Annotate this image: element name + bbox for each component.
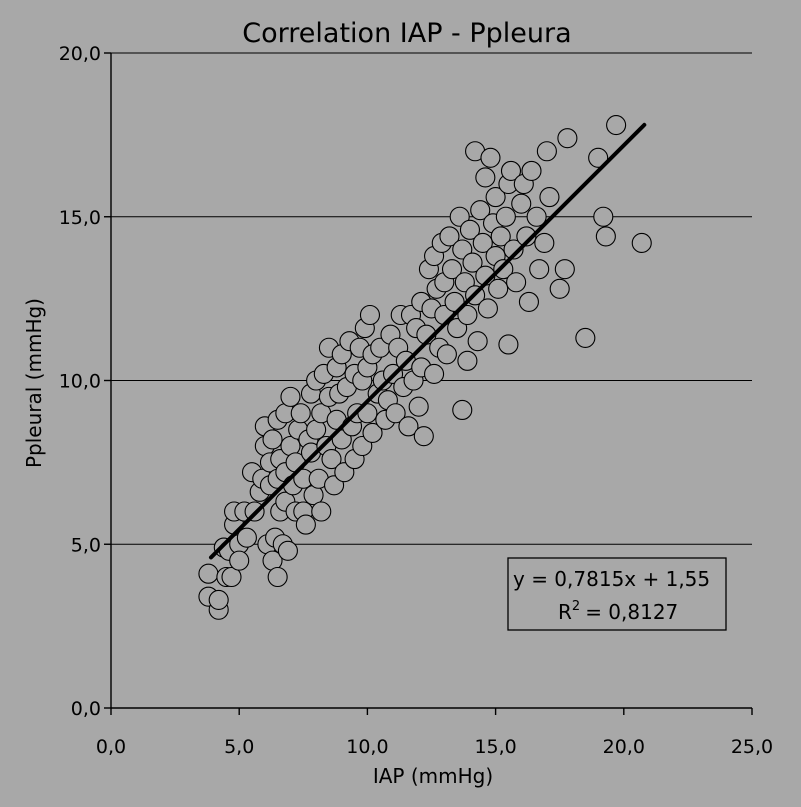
data-point — [495, 206, 516, 227]
data-point — [595, 226, 616, 247]
data-point — [480, 147, 501, 168]
r-squared-value: = 0,8127 — [585, 600, 678, 624]
data-point — [511, 193, 532, 214]
x-tick-label: 20,0 — [603, 736, 645, 758]
r-squared-text: R2 = 0,8127 — [558, 599, 678, 624]
data-point — [534, 232, 555, 253]
trendline — [208, 122, 647, 560]
data-point — [549, 278, 570, 299]
data-point — [485, 187, 506, 208]
data-point — [295, 514, 316, 535]
data-point — [521, 160, 542, 181]
data-point — [498, 334, 519, 355]
data-point — [529, 259, 550, 280]
data-point — [321, 449, 342, 470]
data-point — [467, 331, 488, 352]
gridlines — [111, 52, 752, 545]
data-point — [452, 399, 473, 421]
data-point — [362, 422, 383, 443]
data-point — [290, 403, 311, 424]
axes — [104, 52, 753, 715]
data-point — [398, 416, 419, 437]
data-point — [506, 272, 527, 293]
data-point — [554, 259, 575, 280]
data-point — [198, 563, 219, 584]
data-point — [536, 141, 557, 162]
x-tick-label: 15,0 — [474, 736, 516, 758]
data-point — [557, 128, 578, 149]
data-point — [500, 160, 522, 181]
data-point — [208, 589, 229, 610]
x-tick-label: 10,0 — [346, 736, 388, 758]
data-point — [277, 540, 298, 561]
data-point — [493, 259, 514, 280]
data-point — [444, 291, 465, 312]
x-axis-label: IAP (mmHg) — [373, 764, 493, 788]
x-tick-label: 0,0 — [96, 736, 126, 758]
data-point — [631, 232, 652, 253]
data-point — [262, 429, 283, 450]
y-tick-label: 5,0 — [71, 534, 101, 556]
data-point — [408, 396, 429, 417]
y-tick-label: 20,0 — [59, 43, 101, 65]
y-tick-label: 10,0 — [59, 371, 101, 393]
data-point — [593, 206, 614, 227]
data-point — [457, 350, 478, 371]
data-point — [472, 232, 493, 253]
data-point — [436, 344, 457, 365]
data-point — [588, 147, 609, 168]
data-point — [539, 187, 560, 208]
data-point — [606, 115, 627, 136]
x-tick-label: 5,0 — [224, 736, 254, 758]
data-point — [488, 278, 509, 299]
r-squared-label: R — [558, 600, 572, 624]
data-point — [359, 304, 381, 326]
data-point — [424, 363, 445, 385]
trendline-group — [208, 122, 647, 560]
data-point — [470, 200, 491, 221]
tick-labels: 0,0 5,0 10,0 15,0 20,0 0,0 5,0 10,0 15,0 20,0 25,0 — [59, 43, 773, 758]
x-tick-label: 25,0 — [731, 736, 773, 758]
data-point — [385, 403, 406, 424]
chart-title: Correlation IAP - Ppleura — [242, 18, 571, 49]
y-tick-label: 15,0 — [59, 207, 101, 229]
data-point — [311, 501, 332, 522]
data-point — [221, 566, 242, 588]
data-point — [462, 252, 483, 273]
data-point — [490, 226, 511, 247]
r-squared-superscript: 2 — [572, 599, 580, 614]
annotation-box — [507, 557, 727, 631]
data-point — [439, 226, 460, 247]
data-point — [267, 566, 288, 588]
data-point — [441, 259, 463, 280]
data-point — [516, 226, 537, 247]
data-point — [236, 527, 257, 548]
equation-text: y = 0,7815x + 1,55 — [513, 567, 710, 591]
data-point — [413, 426, 434, 447]
data-point — [280, 386, 301, 407]
data-point — [575, 327, 596, 348]
y-axis-label: Ppleural (mmHg) — [22, 298, 46, 468]
y-tick-label: 0,0 — [71, 698, 101, 720]
data-point — [229, 550, 250, 571]
data-point — [518, 291, 539, 312]
data-point — [526, 206, 547, 227]
data-point — [457, 304, 478, 326]
data-point — [477, 298, 498, 319]
data-point — [459, 219, 481, 240]
regression-annotation: y = 0,7815x + 1,55 R2 = 0,8127 — [507, 557, 727, 631]
data-point — [475, 167, 496, 188]
data-points — [198, 115, 652, 620]
data-point — [503, 239, 524, 260]
